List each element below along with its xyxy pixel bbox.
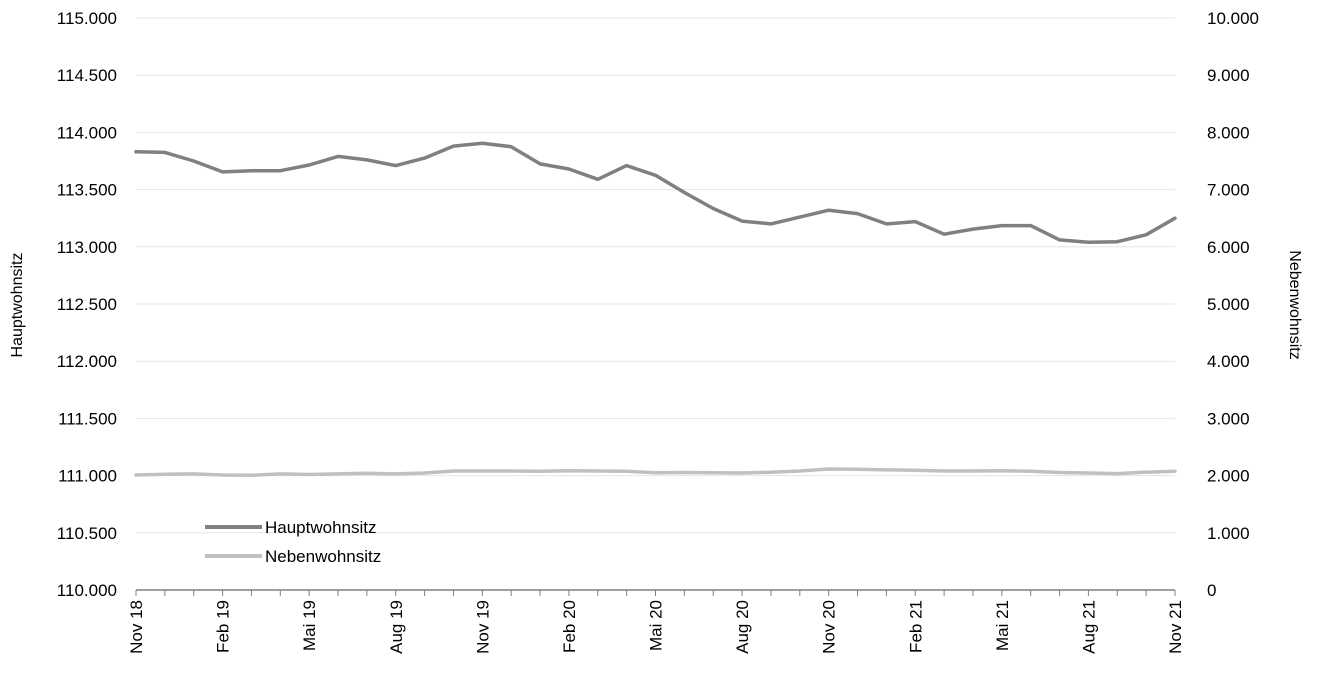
y-left-tick-label: 110.500 (57, 524, 117, 543)
y-right-tick-label: 1.000 (1207, 524, 1250, 543)
x-tick-label: Nov 19 (473, 600, 492, 654)
legend-label-nebenwohnsitz: Nebenwohnsitz (265, 547, 381, 566)
y-left-tick-label: 114.000 (57, 123, 117, 142)
x-tick-label: Mai 20 (647, 600, 666, 651)
y-right-tick-label: 4.000 (1207, 352, 1250, 371)
y-right-tick-label: 10.000 (1207, 9, 1259, 28)
y-right-tick-label: 2.000 (1207, 467, 1250, 486)
x-tick-label: Nov 18 (127, 600, 146, 654)
series-line-nebenwohnsitz (134, 467, 1177, 478)
x-tick-label: Nov 20 (820, 600, 839, 654)
x-tick-label: Mai 19 (300, 600, 319, 651)
y-left-tick-label: 113.000 (57, 238, 117, 257)
y-left-tick-label: 111.500 (58, 409, 117, 428)
x-tick-label: Aug 21 (1079, 600, 1098, 654)
y-right-axis-title: Nebenwohnsitz (1286, 250, 1303, 359)
y-right-tick-label: 8.000 (1207, 123, 1250, 142)
y-left-tick-label: 112.000 (57, 352, 117, 371)
x-axis: Nov 18 Feb 19 Mai 19 Aug 19 Nov 19 Feb 20 Mai … (127, 589, 1185, 654)
y-right-tick-label: 5.000 (1207, 295, 1250, 314)
x-tick-label: Feb 21 (906, 600, 925, 653)
legend-label-hauptwohnsitz: Hauptwohnsitz (265, 518, 377, 537)
x-tick-label: Feb 19 (214, 600, 233, 653)
y-left-axis-title: Hauptwohnsitz (9, 253, 26, 358)
y-left-tick-label: 114.500 (57, 66, 117, 85)
y-left-tick-label: 112.500 (57, 295, 117, 314)
y-right-tick-label: 9.000 (1207, 66, 1250, 85)
y-left-tick-label: 111.000 (58, 467, 117, 486)
y-left-tick-label: 110.000 (57, 581, 117, 600)
x-tick-label: Feb 20 (560, 600, 579, 653)
x-tick-label: Nov 21 (1166, 600, 1185, 654)
y-left-tick-label: 115.000 (57, 9, 117, 28)
series-lines (134, 141, 1177, 478)
right-axis-ticks: 0 1.000 2.000 3.000 4.000 5.000 6.000 7.000 8.00… (1207, 9, 1259, 600)
legend: Hauptwohnsitz Nebenwohnsitz (205, 518, 381, 566)
left-axis-ticks: 110.000 110.500 111.000 111.500 112.000 112.5… (57, 9, 117, 600)
x-tick-label: Aug 19 (387, 600, 406, 654)
y-right-tick-label: 0 (1207, 581, 1216, 600)
y-right-tick-label: 6.000 (1207, 238, 1250, 257)
y-right-tick-label: 7.000 (1207, 181, 1250, 200)
gridlines (136, 17, 1175, 534)
y-left-tick-label: 113.500 (57, 181, 117, 200)
x-tick-label: Mai 21 (993, 600, 1012, 651)
x-tick-label: Aug 20 (733, 600, 752, 654)
y-right-tick-label: 3.000 (1207, 409, 1250, 428)
series-line-hauptwohnsitz (134, 141, 1177, 244)
